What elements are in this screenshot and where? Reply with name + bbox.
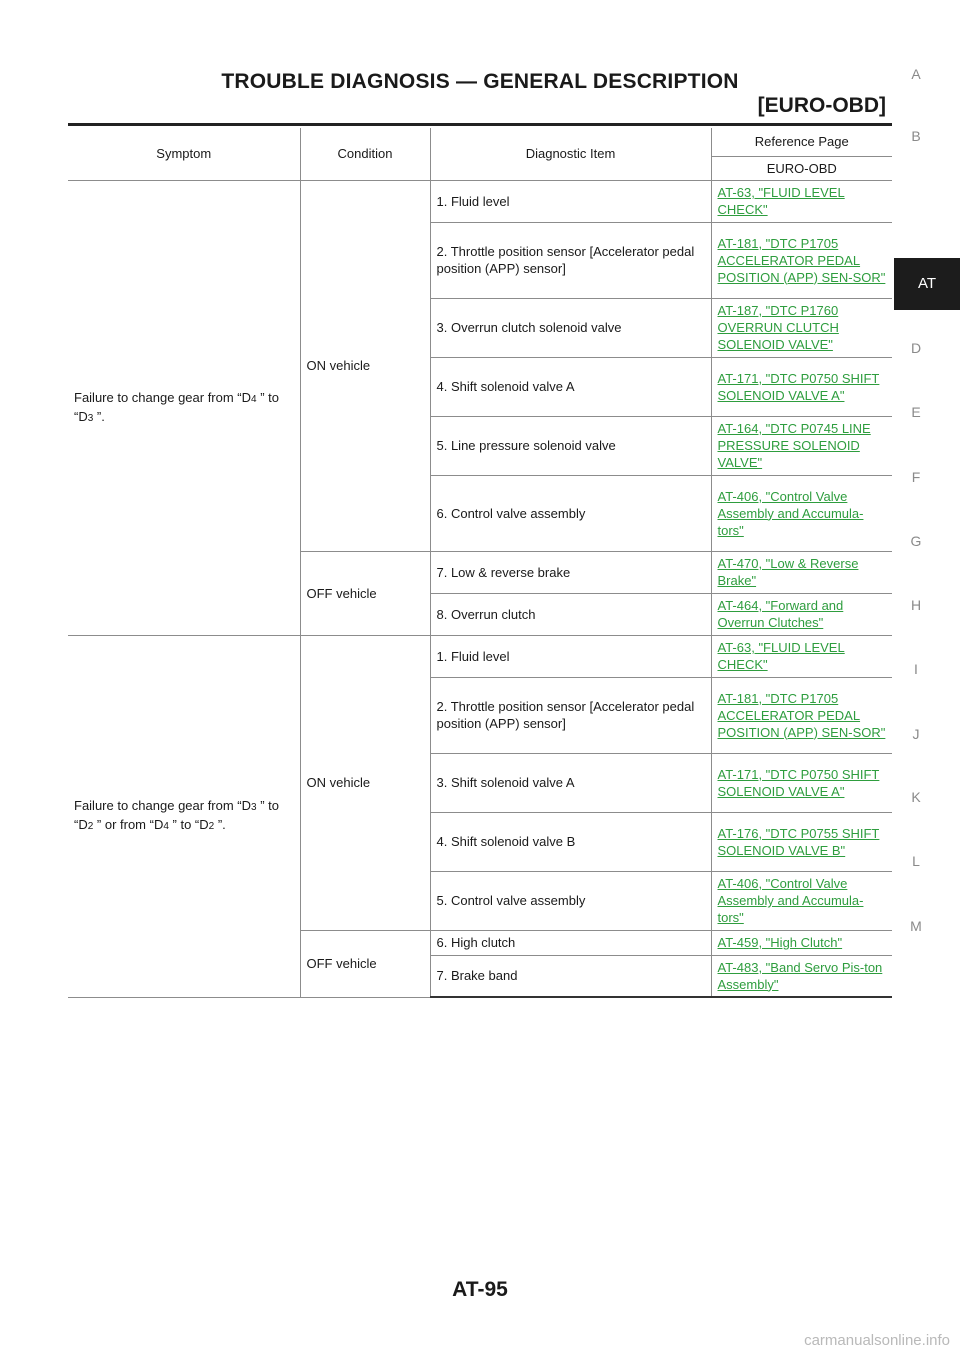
symptom-text: ” to “D: [74, 389, 279, 424]
symptom-text: ”.: [93, 408, 105, 424]
symptom-subscript: 3: [251, 802, 257, 813]
section-index-d[interactable]: D: [910, 340, 922, 356]
symptom-subscript: 2: [208, 821, 215, 832]
diagnostic-item: 6. High clutch: [429, 929, 712, 956]
symptom-cell: Failure to change gear from “D3 ” to “D2…: [68, 634, 301, 998]
reference-link[interactable]: AT-171, "DTC P0750 SHIFT SOLENOID VALVE …: [717, 766, 880, 799]
reference-link[interactable]: AT-470, "Low & Reverse Brake": [717, 556, 859, 588]
condition-cell: ON vehicle: [299, 179, 431, 552]
diagnostic-item: 5. Line pressure solenoid valve: [430, 415, 712, 476]
section-index-i[interactable]: I: [914, 661, 918, 677]
condition-cell: ON vehicle: [299, 634, 431, 931]
header-condition: Condition: [299, 128, 431, 181]
header-rule: [68, 123, 892, 126]
header-symptom: Symptom: [68, 128, 301, 181]
symptom-subscript: 4: [251, 393, 257, 405]
diagnostic-item: 2. Throttle position sensor [Accelerator…: [430, 221, 712, 299]
diagnostic-item: 1. Fluid level: [429, 179, 712, 223]
reference-link[interactable]: AT-483, "Band Servo Pis-ton Assembly": [717, 959, 883, 992]
watermark: carmanualsonline.info: [804, 1332, 950, 1349]
section-index-m[interactable]: M: [910, 918, 922, 934]
section-index-a[interactable]: A: [911, 66, 921, 82]
reference-link[interactable]: AT-164, "DTC P0745 LINE PRESSURE SOLENOI…: [717, 421, 871, 470]
page-number: AT-95: [452, 1278, 508, 1301]
diagnostic-item: 3. Shift solenoid valve A: [430, 752, 712, 813]
symptom-subscript: 4: [163, 821, 169, 832]
page-subtitle: [EURO-OBD]: [757, 94, 886, 117]
page-title: TROUBLE DIAGNOSIS — GENERAL DESCRIPTION: [221, 70, 739, 93]
diagnostic-item: 6. Control valve assembly: [430, 474, 712, 552]
diagnostic-item: 4. Shift solenoid valve B: [430, 811, 712, 872]
header-reference-page: Reference Page: [710, 128, 892, 157]
reference-link[interactable]: AT-464, "Forward and Overrun Clutches": [717, 598, 844, 630]
header-reference-euro-obd: EURO-OBD: [711, 155, 892, 181]
section-index-f[interactable]: F: [911, 469, 921, 485]
symptom-text: ”.: [214, 817, 226, 832]
symptom-subscript: 3: [87, 412, 94, 424]
reference-link[interactable]: AT-181, "DTC P1705 ACCELERATOR PEDAL POS…: [717, 235, 886, 285]
section-index-j[interactable]: J: [912, 726, 920, 742]
diagnostic-item: 4. Shift solenoid valve A: [430, 356, 712, 417]
diagnostic-item: 2. Throttle position sensor [Accelerator…: [430, 676, 712, 754]
reference-link[interactable]: AT-171, "DTC P0750 SHIFT SOLENOID VALVE …: [717, 370, 880, 403]
diagnostic-item: 3. Overrun clutch solenoid valve: [430, 297, 712, 358]
section-index-b[interactable]: B: [911, 128, 921, 144]
symptom-subscript: 2: [87, 821, 94, 832]
condition-cell: OFF vehicle: [300, 929, 431, 998]
section-index-e[interactable]: E: [911, 404, 921, 420]
reference-link[interactable]: AT-406, "Control Valve Assembly and Accu…: [717, 488, 864, 538]
diagnostic-item: 7. Brake band: [430, 954, 712, 998]
symptom-text: ” to “D: [74, 798, 279, 832]
reference-link[interactable]: AT-459, "High Clutch": [717, 935, 843, 950]
reference-link[interactable]: AT-406, "Control Valve Assembly and Accu…: [717, 876, 864, 925]
diagnosis-table: Symptom Condition Diagnostic Item Refere…: [68, 128, 892, 998]
section-index-at-active[interactable]: AT: [894, 258, 960, 310]
symptom-text: ” or from “D: [93, 817, 164, 832]
symptom-text: Failure to change gear from “D: [74, 389, 252, 405]
reference-link[interactable]: AT-181, "DTC P1705 ACCELERATOR PEDAL POS…: [717, 690, 886, 740]
section-index-k[interactable]: K: [911, 789, 921, 805]
reference-link[interactable]: AT-187, "DTC P1760 OVERRUN CLUTCH SOLENO…: [717, 303, 839, 352]
condition-cell: OFF vehicle: [300, 550, 431, 636]
diagnostic-item: 1. Fluid level: [429, 634, 712, 678]
section-index-h[interactable]: H: [910, 597, 922, 613]
diagnostic-item: 8. Overrun clutch: [430, 592, 712, 636]
header-diagnostic-item: Diagnostic Item: [429, 128, 712, 181]
reference-link[interactable]: AT-176, "DTC P0755 SHIFT SOLENOID VALVE …: [717, 825, 880, 858]
section-index-l[interactable]: L: [912, 853, 920, 869]
symptom-text: ” to “D: [168, 817, 209, 832]
symptom-text: Failure to change gear from “D: [74, 798, 252, 813]
reference-link[interactable]: AT-63, "FLUID LEVEL CHECK": [717, 640, 845, 672]
diagnostic-item: 5. Control valve assembly: [430, 870, 712, 931]
symptom-cell: Failure to change gear from “D4 ” to “D3…: [68, 179, 301, 636]
section-index-g[interactable]: G: [910, 533, 922, 549]
reference-link[interactable]: AT-63, "FLUID LEVEL CHECK": [717, 185, 845, 217]
diagnostic-item: 7. Low & reverse brake: [429, 550, 712, 594]
